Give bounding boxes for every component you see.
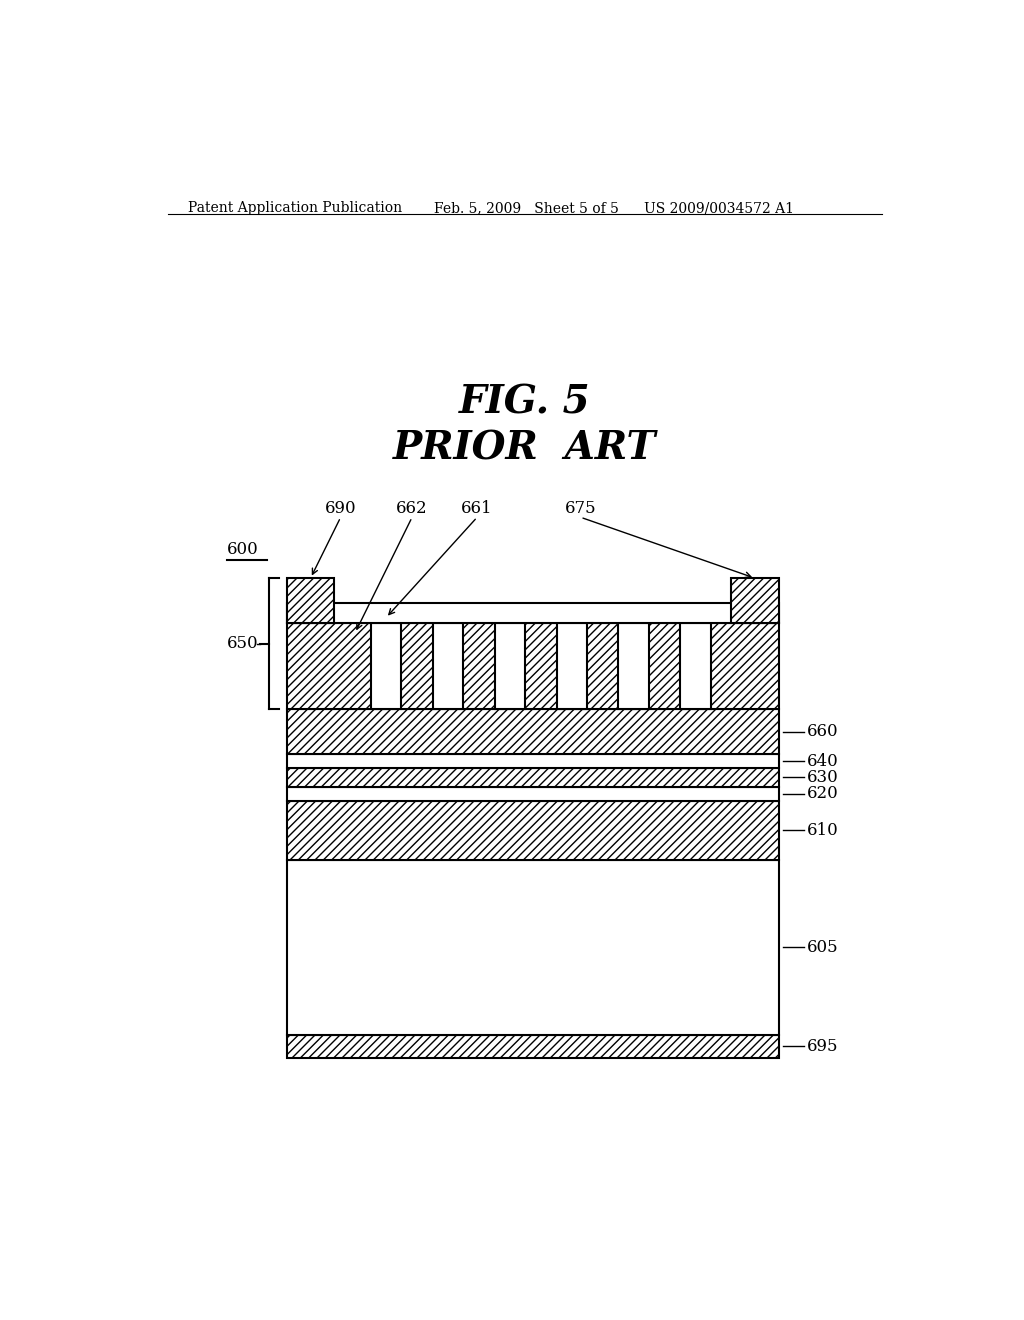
Bar bbox=[680, 623, 711, 709]
Text: 690: 690 bbox=[325, 500, 356, 517]
Text: 620: 620 bbox=[807, 785, 839, 803]
Bar bbox=[287, 787, 778, 801]
Text: 600: 600 bbox=[227, 541, 259, 558]
Bar bbox=[287, 1035, 778, 1057]
Bar bbox=[287, 623, 778, 709]
Text: 610: 610 bbox=[807, 822, 839, 838]
Bar bbox=[287, 859, 778, 1035]
Bar bbox=[495, 623, 524, 709]
Bar bbox=[287, 602, 778, 623]
Bar bbox=[371, 623, 401, 709]
Text: 660: 660 bbox=[807, 723, 839, 741]
Bar bbox=[618, 623, 648, 709]
Bar bbox=[287, 801, 778, 859]
Bar bbox=[287, 709, 778, 754]
Text: FIG. 5: FIG. 5 bbox=[459, 383, 591, 421]
Bar bbox=[287, 768, 778, 787]
Text: 605: 605 bbox=[807, 939, 839, 956]
Bar bbox=[287, 754, 778, 768]
Bar bbox=[556, 623, 587, 709]
Text: 650: 650 bbox=[227, 635, 259, 652]
Text: Feb. 5, 2009   Sheet 5 of 5: Feb. 5, 2009 Sheet 5 of 5 bbox=[433, 201, 618, 215]
Bar bbox=[731, 578, 779, 623]
Text: 630: 630 bbox=[807, 768, 839, 785]
Text: PRIOR  ART: PRIOR ART bbox=[393, 429, 656, 467]
Bar bbox=[287, 578, 334, 623]
Bar bbox=[433, 623, 463, 709]
Text: 662: 662 bbox=[396, 500, 428, 517]
Text: US 2009/0034572 A1: US 2009/0034572 A1 bbox=[644, 201, 794, 215]
Text: 661: 661 bbox=[462, 500, 493, 517]
Text: Patent Application Publication: Patent Application Publication bbox=[187, 201, 401, 215]
Text: 695: 695 bbox=[807, 1038, 838, 1055]
Text: 675: 675 bbox=[564, 500, 596, 517]
Text: 640: 640 bbox=[807, 752, 839, 770]
